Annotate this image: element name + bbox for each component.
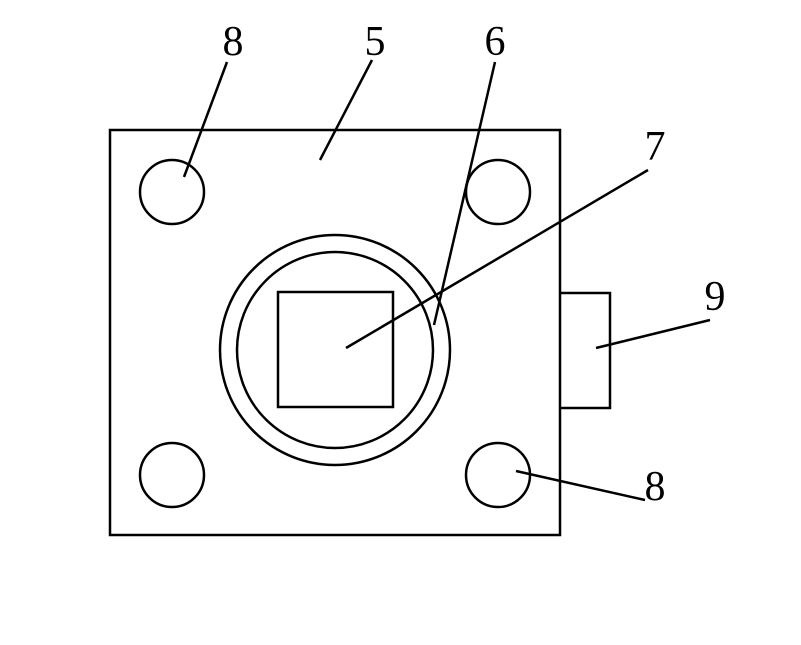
label-6: 6 <box>485 19 506 65</box>
main-rect <box>110 130 560 535</box>
label-5: 5 <box>365 19 386 65</box>
label-8: 8 <box>645 464 666 510</box>
side-tab <box>560 293 610 408</box>
leader-line <box>596 320 710 348</box>
engineering-diagram: 8 5 6 7 9 8 <box>0 0 801 645</box>
label-7: 7 <box>645 124 666 170</box>
label-9: 9 <box>705 274 726 320</box>
label-8: 8 <box>223 19 244 65</box>
